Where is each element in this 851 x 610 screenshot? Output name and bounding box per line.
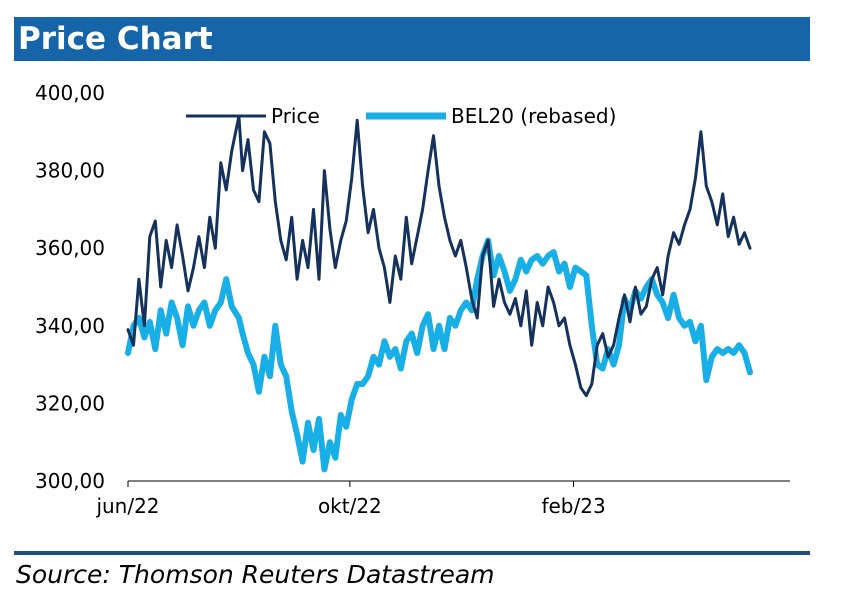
legend-label-bel20: BEL20 (rebased) (451, 104, 616, 128)
legend-label-price: Price (271, 104, 320, 128)
series-line-bel20 (125, 237, 753, 473)
chart-axes: 400,00 380,00 360,00 340,00 320,00 300,00jun/… (35, 81, 790, 518)
title-bar: Price Chart (14, 17, 810, 61)
x-tick-label: okt/22 (318, 494, 382, 518)
y-tick-label: 360,00 (35, 236, 105, 260)
y-tick-label: 400,00 (35, 81, 105, 105)
x-tick-label: feb/23 (541, 494, 605, 518)
chart-series (125, 114, 753, 473)
chart-legend: Price BEL20 (rebased) (186, 104, 616, 128)
chart-title: Price Chart (18, 21, 213, 57)
y-tick-label: 340,00 (35, 314, 105, 338)
x-tick-label: jun/22 (95, 494, 159, 518)
bottom-rule (14, 551, 810, 555)
y-tick-label: 300,00 (35, 469, 105, 493)
price-chart: 400,00 380,00 360,00 340,00 320,00 300,00jun/… (35, 81, 790, 518)
y-tick-label: 320,00 (35, 391, 105, 415)
y-tick-label: 380,00 (35, 159, 105, 183)
series-line-price (126, 114, 752, 398)
source-note: Source: Thomson Reuters Datastream (16, 560, 495, 589)
